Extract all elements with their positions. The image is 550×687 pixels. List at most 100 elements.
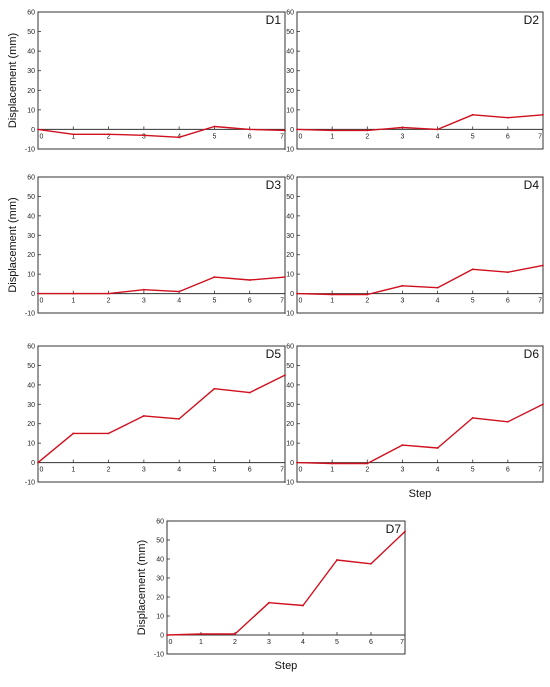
y-tick-label: 0 <box>290 127 294 134</box>
data-point <box>268 601 270 604</box>
x-tick-label: 1 <box>330 298 334 305</box>
data-point <box>142 134 145 137</box>
x-tick-label: 1 <box>330 133 334 140</box>
chart-panel-d2: -10 0 10 20 30 40 50 60 0 1 2 3 4 5 6 7 D2 <box>284 10 544 154</box>
y-tick-label: 0 <box>31 127 35 134</box>
x-tick-label: 5 <box>471 467 475 474</box>
x-tick-label: 0 <box>299 298 303 305</box>
x-tick-label: 7 <box>400 639 404 646</box>
y-tick-label: 0 <box>160 633 164 640</box>
y-tick-label: 0 <box>290 291 294 298</box>
data-point <box>506 116 509 119</box>
y-tick-label: -10 <box>25 147 35 154</box>
data-point <box>401 126 404 129</box>
y-tick-label: 40 <box>27 213 35 220</box>
data-point <box>284 129 286 132</box>
x-tick-label: 5 <box>335 639 339 646</box>
data-point <box>284 276 286 278</box>
data-point <box>370 562 372 565</box>
y-tick-label: 30 <box>286 233 294 240</box>
x-tick-label: 3 <box>142 298 146 305</box>
x-tick-label: 2 <box>365 133 369 140</box>
y-tick-label: 30 <box>27 68 35 75</box>
x-tick-label: 6 <box>369 639 373 646</box>
y-tick-label: 60 <box>27 344 35 351</box>
data-point <box>542 264 544 267</box>
plot-frame <box>166 520 406 655</box>
y-tick-label: 30 <box>286 68 294 75</box>
x-tick-label: 0 <box>299 133 303 140</box>
panel-label: D3 <box>266 178 282 192</box>
x-tick-label: 6 <box>248 467 252 474</box>
x-tick-label: 7 <box>280 133 284 140</box>
plot-frame <box>296 345 544 483</box>
data-point <box>471 113 474 116</box>
series-line <box>38 276 286 295</box>
panel-label: D6 <box>524 347 540 361</box>
x-tick-label: 6 <box>248 298 252 305</box>
data-point <box>178 290 181 293</box>
y-tick-label: 20 <box>286 421 294 428</box>
y-axis-title: Displacement (mm) <box>7 33 19 128</box>
x-tick-label: 7 <box>538 298 542 305</box>
y-tick-label: 20 <box>27 252 35 259</box>
data-point <box>72 133 75 136</box>
data-point <box>506 420 509 423</box>
x-tick-label: 1 <box>71 298 75 305</box>
x-tick-label: 6 <box>506 133 510 140</box>
y-tick-label: 10 <box>286 272 294 279</box>
data-point <box>336 559 338 561</box>
y-tick-label: -10 <box>154 652 164 659</box>
data-point <box>72 292 75 295</box>
y-tick-label: 10 <box>156 614 164 621</box>
y-tick-label: 60 <box>156 519 164 526</box>
data-point <box>331 293 334 296</box>
y-tick-label: -10 <box>284 147 294 154</box>
x-tick-label: 1 <box>330 467 334 474</box>
x-tick-label: 2 <box>233 639 237 646</box>
chart-panel-d3: -10 0 10 20 30 40 50 60 0 1 2 3 4 5 6 7 D3 Displacement (… <box>7 175 286 318</box>
chart-panel-d1: -10010203040506001234567D1Displacement (… <box>7 10 286 154</box>
y-tick-label: 10 <box>286 441 294 448</box>
y-tick-label: 20 <box>156 595 164 602</box>
series-line <box>37 374 286 464</box>
series-line <box>296 264 544 296</box>
y-tick-label: 10 <box>27 107 35 114</box>
series-line <box>166 530 406 636</box>
plot-frame <box>37 11 286 150</box>
data-point <box>296 461 298 464</box>
x-tick-label: 2 <box>365 298 369 305</box>
y-tick-label: 0 <box>31 291 35 298</box>
x-tick-label: 2 <box>107 133 111 140</box>
data-point <box>178 417 181 420</box>
data-point <box>542 403 544 406</box>
data-point <box>331 462 334 465</box>
data-point <box>296 292 298 295</box>
y-tick-label: 40 <box>27 382 35 389</box>
chart-panel-d5: -10 0 10 20 30 40 50 60 0 1 2 3 4 5 6 7 D5 <box>25 344 286 487</box>
plot-frame <box>37 176 286 314</box>
y-tick-label: 30 <box>27 402 35 409</box>
y-tick-label: 40 <box>286 213 294 220</box>
x-tick-label: 4 <box>436 133 440 140</box>
y-tick-label: 50 <box>286 194 294 201</box>
y-tick-label: 40 <box>286 382 294 389</box>
data-point <box>436 286 439 289</box>
data-point <box>331 129 334 132</box>
y-tick-label: 30 <box>286 402 294 409</box>
data-point <box>37 128 39 131</box>
y-tick-label: 50 <box>27 29 35 36</box>
series-line <box>296 403 544 465</box>
x-tick-label: 3 <box>267 639 271 646</box>
x-tick-label: 5 <box>212 298 216 305</box>
data-point <box>107 292 110 295</box>
y-tick-label: 20 <box>27 421 35 428</box>
y-tick-label: 10 <box>27 441 35 448</box>
y-tick-label: 20 <box>286 252 294 259</box>
data-point <box>142 288 145 291</box>
y-tick-label: 60 <box>27 175 35 182</box>
data-point <box>248 128 251 131</box>
chart-panel-d4: -10 0 10 20 30 40 50 60 0 1 2 3 4 5 6 7 D4 <box>284 175 544 318</box>
y-tick-label: 10 <box>286 107 294 114</box>
